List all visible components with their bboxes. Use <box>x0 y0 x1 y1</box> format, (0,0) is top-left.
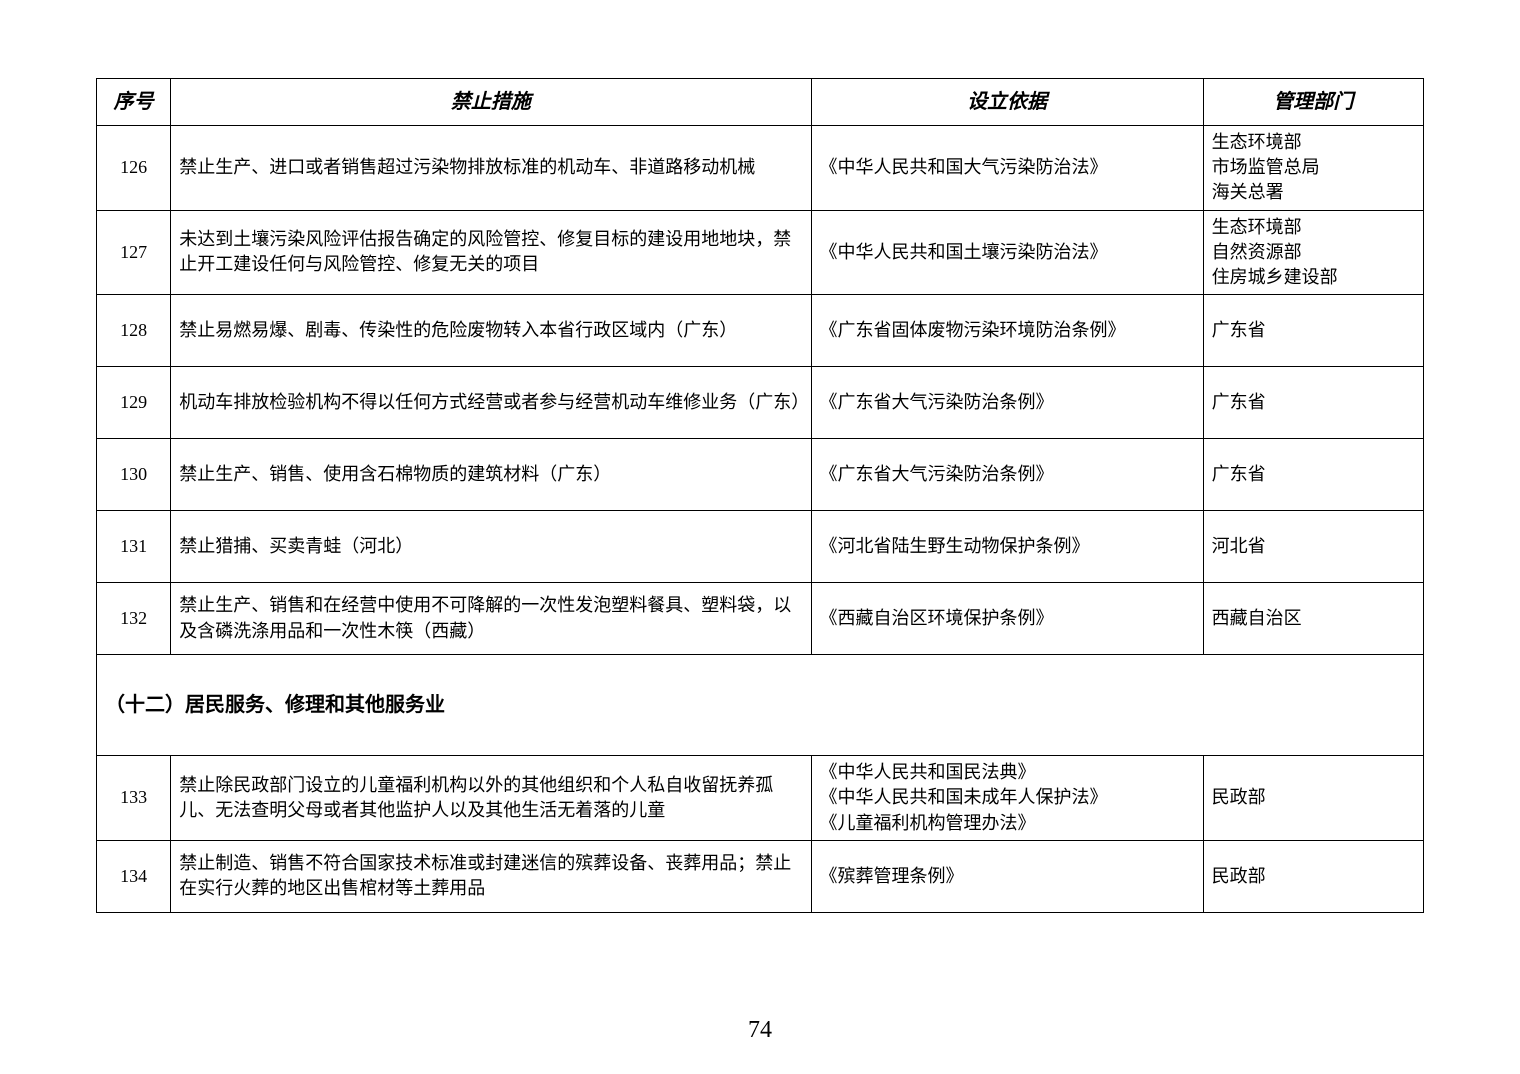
cell-seq: 132 <box>97 583 171 655</box>
table-row: 127 未达到土壤污染风险评估报告确定的风险管控、修复目标的建设用地地块，禁止开… <box>97 210 1424 295</box>
cell-basis: 《广东省大气污染防治条例》 <box>811 439 1203 511</box>
table-row: 132 禁止生产、销售和在经营中使用不可降解的一次性发泡塑料餐具、塑料袋，以及含… <box>97 583 1424 655</box>
table-row: 128 禁止易燃易爆、剧毒、传染性的危险废物转入本省行政区域内（广东） 《广东省… <box>97 295 1424 367</box>
cell-measure: 禁止除民政部门设立的儿童福利机构以外的其他组织和个人私自收留抚养孤儿、无法查明父… <box>171 756 811 841</box>
cell-measure: 禁止易燃易爆、剧毒、传染性的危险废物转入本省行政区域内（广东） <box>171 295 811 367</box>
cell-dept: 广东省 <box>1203 295 1423 367</box>
section-title: （十二）居民服务、修理和其他服务业 <box>97 655 1424 756</box>
cell-dept: 生态环境部自然资源部住房城乡建设部 <box>1203 210 1423 295</box>
header-measure: 禁止措施 <box>171 79 811 126</box>
cell-basis: 《西藏自治区环境保护条例》 <box>811 583 1203 655</box>
cell-measure: 禁止制造、销售不符合国家技术标准或封建迷信的殡葬设备、丧葬用品；禁止在实行火葬的… <box>171 840 811 912</box>
cell-measure: 禁止生产、销售和在经营中使用不可降解的一次性发泡塑料餐具、塑料袋，以及含磷洗涤用… <box>171 583 811 655</box>
header-basis: 设立依据 <box>811 79 1203 126</box>
table-row: 134 禁止制造、销售不符合国家技术标准或封建迷信的殡葬设备、丧葬用品；禁止在实… <box>97 840 1424 912</box>
cell-dept: 生态环境部市场监管总局海关总署 <box>1203 126 1423 211</box>
cell-measure: 未达到土壤污染风险评估报告确定的风险管控、修复目标的建设用地地块，禁止开工建设任… <box>171 210 811 295</box>
cell-basis: 《广东省固体废物污染环境防治条例》 <box>811 295 1203 367</box>
cell-dept: 广东省 <box>1203 367 1423 439</box>
cell-seq: 128 <box>97 295 171 367</box>
table-row: 131 禁止猎捕、买卖青蛙（河北） 《河北省陆生野生动物保护条例》 河北省 <box>97 511 1424 583</box>
cell-basis: 《广东省大气污染防治条例》 <box>811 367 1203 439</box>
document-page: 序号 禁止措施 设立依据 管理部门 126 禁止生产、进口或者销售超过污染物排放… <box>0 0 1520 1074</box>
cell-basis: 《河北省陆生野生动物保护条例》 <box>811 511 1203 583</box>
cell-measure: 机动车排放检验机构不得以任何方式经营或者参与经营机动车维修业务（广东） <box>171 367 811 439</box>
cell-seq: 133 <box>97 756 171 841</box>
cell-basis: 《中华人民共和国大气污染防治法》 <box>811 126 1203 211</box>
cell-seq: 129 <box>97 367 171 439</box>
header-seq: 序号 <box>97 79 171 126</box>
table-header-row: 序号 禁止措施 设立依据 管理部门 <box>97 79 1424 126</box>
cell-seq: 131 <box>97 511 171 583</box>
cell-basis: 《殡葬管理条例》 <box>811 840 1203 912</box>
cell-dept: 民政部 <box>1203 840 1423 912</box>
cell-measure: 禁止生产、销售、使用含石棉物质的建筑材料（广东） <box>171 439 811 511</box>
table-row: 130 禁止生产、销售、使用含石棉物质的建筑材料（广东） 《广东省大气污染防治条… <box>97 439 1424 511</box>
page-number: 74 <box>0 1017 1520 1044</box>
header-dept: 管理部门 <box>1203 79 1423 126</box>
cell-seq: 127 <box>97 210 171 295</box>
cell-measure: 禁止猎捕、买卖青蛙（河北） <box>171 511 811 583</box>
cell-measure: 禁止生产、进口或者销售超过污染物排放标准的机动车、非道路移动机械 <box>171 126 811 211</box>
cell-dept: 西藏自治区 <box>1203 583 1423 655</box>
cell-seq: 134 <box>97 840 171 912</box>
regulation-table: 序号 禁止措施 设立依据 管理部门 126 禁止生产、进口或者销售超过污染物排放… <box>96 78 1424 913</box>
section-row: （十二）居民服务、修理和其他服务业 <box>97 655 1424 756</box>
cell-basis: 《中华人民共和国土壤污染防治法》 <box>811 210 1203 295</box>
cell-seq: 130 <box>97 439 171 511</box>
cell-seq: 126 <box>97 126 171 211</box>
table-row: 133 禁止除民政部门设立的儿童福利机构以外的其他组织和个人私自收留抚养孤儿、无… <box>97 756 1424 841</box>
cell-dept: 民政部 <box>1203 756 1423 841</box>
cell-dept: 广东省 <box>1203 439 1423 511</box>
table-row: 129 机动车排放检验机构不得以任何方式经营或者参与经营机动车维修业务（广东） … <box>97 367 1424 439</box>
table-row: 126 禁止生产、进口或者销售超过污染物排放标准的机动车、非道路移动机械 《中华… <box>97 126 1424 211</box>
cell-dept: 河北省 <box>1203 511 1423 583</box>
cell-basis: 《中华人民共和国民法典》《中华人民共和国未成年人保护法》《儿童福利机构管理办法》 <box>811 756 1203 841</box>
